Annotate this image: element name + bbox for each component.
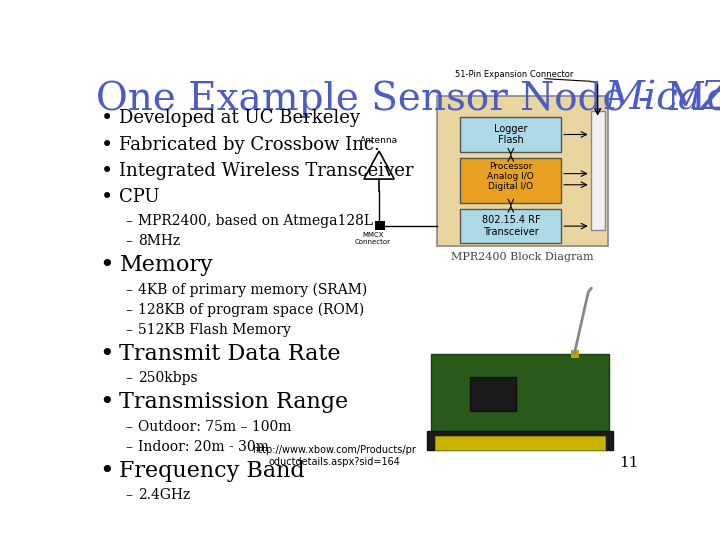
- Text: •: •: [101, 162, 113, 181]
- Bar: [461, 158, 561, 202]
- Text: –: –: [125, 214, 132, 228]
- Text: Integrated Wireless Transceiver: Integrated Wireless Transceiver: [120, 162, 414, 180]
- Bar: [571, 350, 579, 358]
- Text: •: •: [99, 460, 114, 483]
- Bar: [437, 96, 608, 246]
- Bar: [461, 209, 561, 244]
- Text: MPR2400 Block Diagram: MPR2400 Block Diagram: [451, 252, 594, 262]
- Bar: [431, 354, 609, 442]
- Text: Fabricated by Crossbow Inc.: Fabricated by Crossbow Inc.: [120, 136, 380, 154]
- Text: 11: 11: [619, 456, 639, 470]
- Text: •: •: [99, 392, 114, 414]
- Text: MMCX
Connector: MMCX Connector: [355, 232, 391, 245]
- Text: Transmit Data Rate: Transmit Data Rate: [120, 343, 341, 365]
- Text: 51-Pin Expansion Connector: 51-Pin Expansion Connector: [455, 70, 573, 79]
- Text: Antenna: Antenna: [360, 136, 398, 145]
- Bar: [590, 111, 605, 231]
- Text: •: •: [101, 110, 113, 129]
- Text: •: •: [99, 343, 114, 366]
- Text: 128KB of program space (ROM): 128KB of program space (ROM): [138, 303, 364, 317]
- Text: http://www.xbow.com/Products/pr
oductdetails.aspx?sid=164: http://www.xbow.com/Products/pr oductdet…: [252, 445, 416, 467]
- Text: Processor
Analog I/O
Digital I/O: Processor Analog I/O Digital I/O: [487, 161, 534, 191]
- Bar: [427, 430, 613, 450]
- Text: –: –: [125, 420, 132, 434]
- Text: –: –: [125, 283, 132, 296]
- Text: –: –: [125, 372, 132, 385]
- Text: –: –: [125, 323, 132, 337]
- Bar: [469, 377, 516, 411]
- Text: Indoor: 20m - 30m: Indoor: 20m - 30m: [138, 440, 269, 454]
- Text: 2.4GHz: 2.4GHz: [138, 488, 190, 502]
- Text: Mote: Mote: [654, 80, 720, 117]
- Text: –: –: [125, 303, 132, 317]
- Text: Developed at UC Berkeley: Developed at UC Berkeley: [120, 110, 361, 127]
- Text: MPR2400, based on Atmega128L: MPR2400, based on Atmega128L: [138, 214, 373, 228]
- Text: 8MHz: 8MHz: [138, 234, 180, 248]
- Text: •: •: [101, 136, 113, 154]
- Text: Memory: Memory: [120, 254, 213, 276]
- Text: Logger
Flash: Logger Flash: [494, 124, 528, 145]
- Bar: [461, 117, 561, 152]
- Bar: [375, 221, 384, 230]
- Text: 802.15.4 RF
Transceiver: 802.15.4 RF Transceiver: [482, 215, 540, 237]
- Text: •: •: [101, 188, 113, 207]
- Text: –: –: [125, 440, 132, 454]
- Text: Frequency Band: Frequency Band: [120, 460, 305, 482]
- Text: MicaZ: MicaZ: [604, 80, 720, 117]
- Text: •: •: [99, 254, 114, 277]
- Text: 250kbps: 250kbps: [138, 372, 198, 385]
- Text: 512KB Flash Memory: 512KB Flash Memory: [138, 323, 291, 337]
- Text: 4KB of primary memory (SRAM): 4KB of primary memory (SRAM): [138, 283, 367, 297]
- Text: –: –: [125, 488, 132, 502]
- Text: One Example Sensor Node -: One Example Sensor Node -: [96, 80, 664, 118]
- Text: CPU: CPU: [120, 188, 160, 206]
- Text: Outdoor: 75m – 100m: Outdoor: 75m – 100m: [138, 420, 292, 434]
- Text: Transmission Range: Transmission Range: [120, 392, 348, 413]
- Text: –: –: [125, 234, 132, 248]
- Bar: [435, 436, 606, 450]
